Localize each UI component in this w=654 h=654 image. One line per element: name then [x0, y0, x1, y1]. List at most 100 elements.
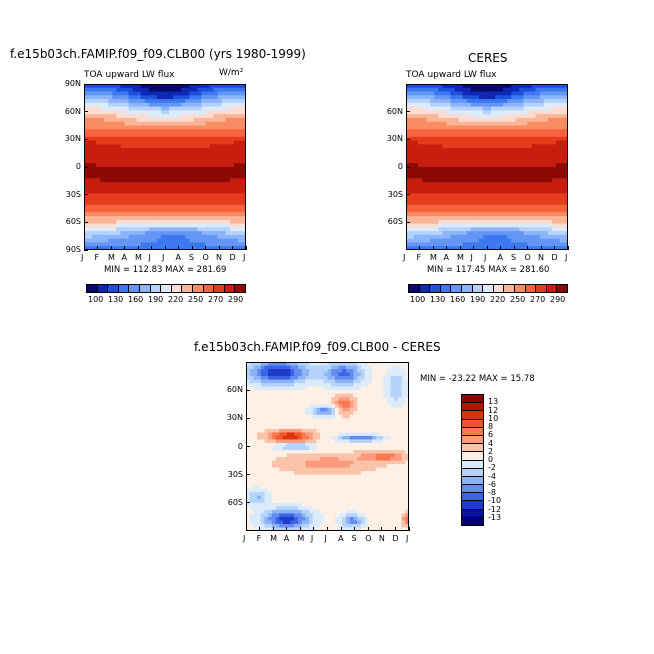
heatmap-cell — [84, 163, 89, 168]
heatmap-cell — [551, 102, 557, 108]
colorbar-swatch — [440, 285, 452, 292]
heatmap-cell — [193, 227, 198, 232]
heatmap-cell — [551, 91, 557, 96]
heatmap-cell — [286, 393, 292, 398]
heatmap-cell — [305, 428, 310, 434]
heatmap-cell — [260, 418, 266, 423]
heatmap-cell — [312, 439, 317, 444]
heatmap-cell — [563, 121, 568, 127]
heatmap-cell — [491, 216, 496, 221]
heatmap-cell — [394, 407, 399, 412]
heatmap-cell — [229, 223, 235, 228]
heatmap-cell — [450, 170, 456, 176]
heatmap-cell — [312, 383, 317, 388]
heatmap-cell — [283, 460, 288, 465]
heatmap-cell — [527, 84, 533, 89]
heatmap-cell — [434, 208, 439, 213]
heatmap-cell — [503, 117, 508, 123]
heatmap-cell — [264, 439, 269, 444]
heatmap-cell — [217, 219, 223, 225]
heatmap-cell — [430, 148, 435, 153]
heatmap-cell — [394, 464, 399, 469]
heatmap-cell — [551, 238, 557, 244]
heatmap-cell — [241, 155, 246, 161]
panel1-heatmap — [84, 84, 246, 250]
heatmap-cell — [140, 197, 146, 202]
heatmap-cell — [160, 99, 166, 104]
heatmap-cell — [487, 136, 492, 142]
heatmap-cell — [527, 133, 533, 138]
heatmap-cell — [116, 246, 122, 250]
heatmap-cell — [346, 390, 351, 395]
heatmap-cell — [181, 193, 186, 198]
heatmap-cell — [346, 411, 351, 416]
heatmap-cell — [327, 411, 332, 416]
heatmap-cell — [418, 227, 423, 232]
heatmap-cell — [414, 163, 419, 168]
heatmap-cell — [503, 163, 508, 168]
heatmap-cell — [334, 446, 340, 451]
heatmap-cell — [173, 227, 178, 232]
heatmap-cell — [397, 439, 403, 444]
heatmap-cell — [88, 231, 93, 236]
heatmap-cell — [357, 393, 362, 398]
heatmap-cell — [116, 110, 122, 115]
heatmap-cell — [353, 411, 358, 416]
heatmap-cell — [414, 133, 419, 138]
heatmap-cell — [197, 121, 203, 127]
heatmap-cell — [225, 231, 231, 236]
heatmap-cell — [283, 464, 288, 469]
heatmap-cell — [323, 383, 329, 388]
heatmap-cell — [349, 439, 355, 444]
heatmap-cell — [156, 125, 162, 130]
heatmap-cell — [539, 106, 545, 112]
heatmap-cell — [478, 140, 484, 145]
heatmap-cell — [128, 178, 134, 183]
heatmap-cell — [100, 208, 105, 213]
heatmap-cell — [466, 136, 472, 142]
heatmap-cell — [290, 421, 295, 426]
heatmap-cell — [301, 418, 306, 423]
heatmap-cell — [189, 197, 194, 202]
heatmap-cell — [112, 234, 117, 240]
heatmap-cell — [205, 144, 211, 149]
heatmap-cell — [474, 246, 480, 250]
heatmap-cell — [260, 414, 266, 419]
heatmap-cell — [271, 386, 277, 391]
heatmap-cell — [241, 114, 246, 119]
heatmap-cell — [434, 84, 439, 89]
heatmap-cell — [229, 148, 235, 153]
heatmap-cell — [555, 182, 561, 187]
heatmap-cell — [462, 231, 468, 236]
heatmap-cell — [523, 129, 529, 134]
heatmap-cell — [136, 197, 142, 202]
heatmap-cell — [507, 140, 512, 145]
heatmap-cell — [132, 136, 138, 142]
heatmap-cell — [386, 362, 392, 367]
heatmap-cell — [249, 386, 254, 391]
heatmap-cell — [434, 125, 439, 130]
heatmap-cell — [165, 242, 170, 247]
heatmap-cell — [379, 397, 384, 402]
heatmap-cell — [268, 457, 273, 462]
heatmap-cell — [181, 246, 186, 250]
heatmap-cell — [523, 125, 529, 130]
heatmap-cell — [283, 386, 288, 391]
heatmap-cell — [264, 376, 269, 381]
heatmap-cell — [217, 99, 223, 104]
heatmap-cell — [434, 182, 439, 187]
heatmap-cell — [160, 223, 166, 228]
heatmap-cell — [177, 189, 182, 195]
heatmap-cell — [519, 99, 525, 104]
heatmap-cell — [338, 464, 343, 469]
heatmap-cell — [257, 435, 262, 441]
heatmap-cell — [478, 242, 484, 247]
heatmap-cell — [470, 99, 476, 104]
heatmap-cell — [193, 178, 198, 183]
heatmap-cell — [491, 197, 496, 202]
heatmap-cell — [271, 464, 277, 469]
heatmap-cell — [349, 428, 355, 434]
heatmap-cell — [487, 84, 492, 89]
heatmap-cell — [225, 106, 231, 112]
heatmap-cell — [116, 193, 122, 198]
